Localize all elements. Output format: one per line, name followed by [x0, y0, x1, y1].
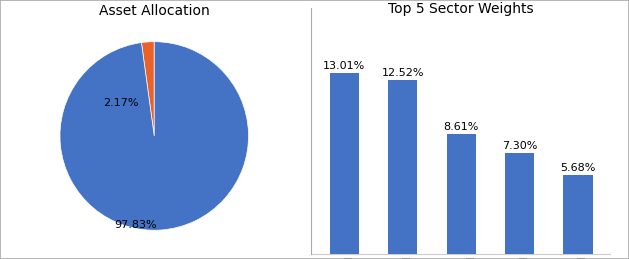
Bar — [505, 153, 534, 254]
Text: 97.83%: 97.83% — [114, 220, 157, 230]
Wedge shape — [142, 42, 154, 136]
Text: 7.30%: 7.30% — [502, 141, 537, 150]
Title: Asset Allocation: Asset Allocation — [99, 4, 209, 18]
Bar — [447, 134, 476, 254]
Bar — [330, 74, 359, 254]
Bar — [564, 175, 593, 254]
Bar — [388, 80, 418, 254]
Title: Top 5 Sector Weights: Top 5 Sector Weights — [389, 2, 534, 16]
Text: 2.17%: 2.17% — [104, 98, 139, 108]
Wedge shape — [60, 42, 248, 230]
Text: 13.01%: 13.01% — [323, 61, 365, 71]
Text: 8.61%: 8.61% — [443, 122, 479, 132]
Text: 12.52%: 12.52% — [382, 68, 424, 78]
Text: 5.68%: 5.68% — [560, 163, 596, 173]
